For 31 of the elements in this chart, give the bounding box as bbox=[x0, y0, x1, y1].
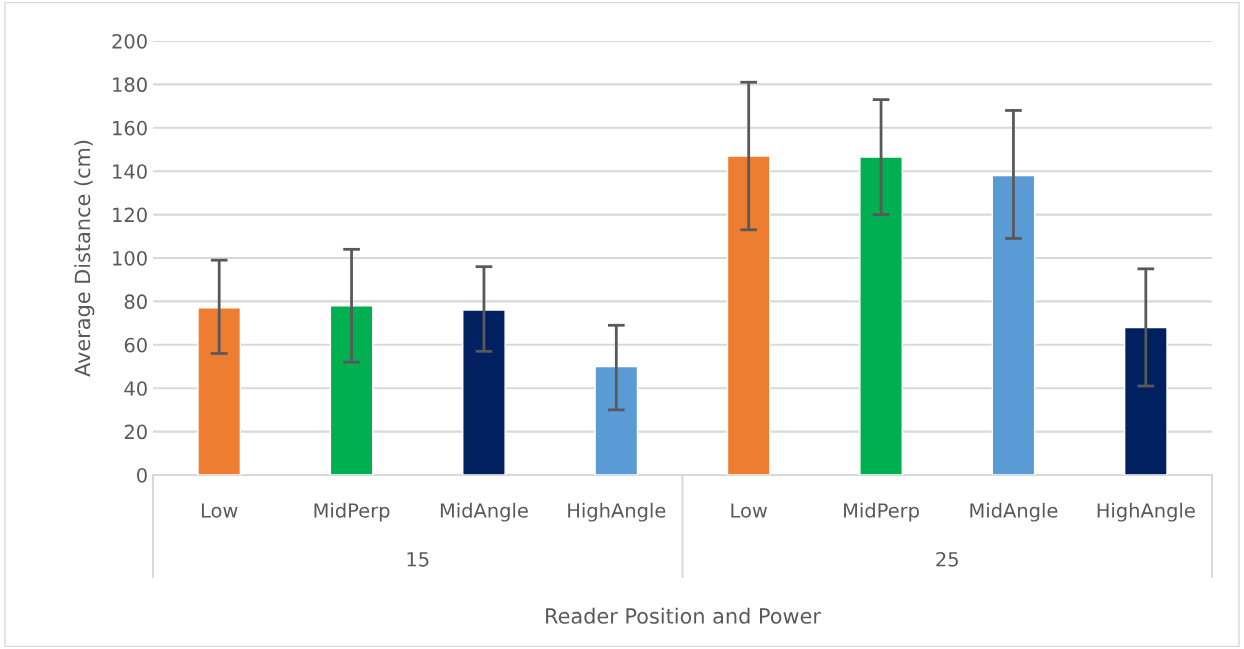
y-tick-label: 140 bbox=[113, 164, 147, 179]
bar bbox=[859, 156, 903, 475]
y-tick-label: 20 bbox=[124, 424, 147, 440]
bar bbox=[991, 174, 1036, 475]
y-tick-label: 120 bbox=[113, 207, 147, 223]
x-tick-label: MidPerp bbox=[314, 502, 390, 522]
x-tick-label: MidAngle bbox=[440, 502, 528, 522]
y-tick-label: 160 bbox=[113, 120, 147, 136]
bar bbox=[329, 305, 374, 475]
y-tick-label: 100 bbox=[113, 250, 147, 266]
bar bbox=[594, 365, 639, 475]
y-axis-title: Average Distance (cm) bbox=[74, 140, 95, 377]
x-axis-title: Reader Position and Power bbox=[546, 607, 821, 624]
y-tick-label: 40 bbox=[124, 381, 147, 396]
y-tick-label: 0 bbox=[137, 467, 147, 483]
y-tick-label: 80 bbox=[124, 294, 147, 310]
bar bbox=[1123, 326, 1168, 475]
bar bbox=[726, 155, 771, 475]
y-tick-label: 180 bbox=[113, 77, 147, 93]
x-tick-label: Low bbox=[731, 503, 768, 518]
text: 15 bbox=[407, 552, 429, 567]
x-tick-label: HighAngle bbox=[1097, 502, 1195, 522]
x-tick-label: MidAngle bbox=[970, 502, 1058, 522]
x-tick-label: HighAngle bbox=[568, 502, 666, 522]
x-tick-label: Low bbox=[201, 503, 238, 518]
x-tick-label: MidPerp bbox=[844, 502, 919, 522]
y-tick-label: 60 bbox=[124, 337, 147, 353]
bar bbox=[197, 307, 242, 475]
bar bbox=[462, 309, 506, 475]
text: 25 bbox=[936, 551, 958, 567]
y-tick-label: 200 bbox=[112, 33, 147, 49]
